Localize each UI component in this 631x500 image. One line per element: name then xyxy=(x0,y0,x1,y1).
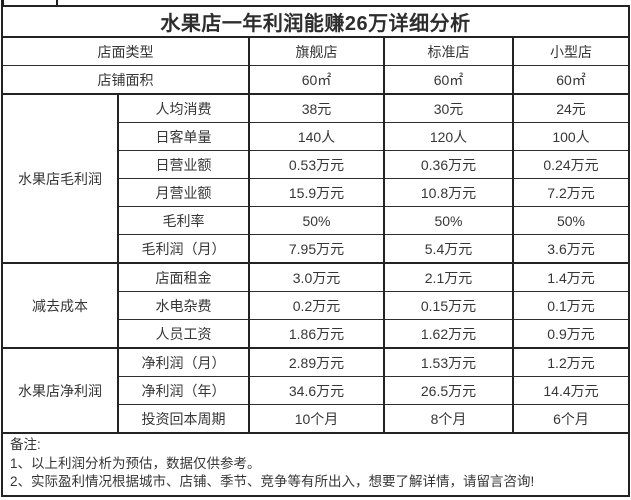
value-cell: 0.2万元 xyxy=(248,291,385,320)
value-cell: 120人 xyxy=(383,122,514,151)
table-row-net-profit-year: 净利润（年） 34.6万元 26.5万元 14.4万元 xyxy=(2,376,631,405)
group-cell-costs: 减去成本 xyxy=(1,262,119,349)
value-cell: 30元 xyxy=(383,93,514,123)
value-cell: 1.2万元 xyxy=(511,347,631,377)
value-cell: 50% xyxy=(511,206,631,235)
table-row-utilities: 水电杂费 0.2万元 0.15万元 0.1万元 xyxy=(2,291,631,320)
table-row-staff-wages: 人员工资 1.86万元 1.62万元 0.9万元 xyxy=(2,319,631,349)
value-cell: 60㎡ xyxy=(383,65,514,95)
value-cell: 60㎡ xyxy=(511,65,631,95)
table-row-avg-spend: 水果店毛利润 人均消费 38元 30元 24元 xyxy=(1,93,631,264)
value-cell: 50% xyxy=(383,206,514,235)
value-cell: 1.4万元 xyxy=(511,262,631,292)
value-cell: 100人 xyxy=(511,122,631,151)
metric-label: 毛利率 xyxy=(117,206,250,235)
metric-label: 毛利润（月） xyxy=(117,234,250,264)
table-row-daily-revenue: 日营业额 0.53万元 0.36万元 0.24万元 xyxy=(2,150,631,179)
store-type-label: 店面类型 xyxy=(1,36,250,66)
value-cell: 38元 xyxy=(248,93,385,123)
value-cell: 8个月 xyxy=(383,404,514,434)
notes-heading: 备注: xyxy=(10,437,41,452)
value-cell: 0.24万元 xyxy=(511,150,631,179)
crop-artifact-tick xyxy=(1,0,4,5)
profit-analysis-table: 水果店一年利润能赚26万详细分析 店面类型 旗舰店 标准店 小型店 店铺面积 6… xyxy=(0,5,631,497)
crop-artifact-tick xyxy=(56,0,58,5)
value-cell: 6个月 xyxy=(511,404,631,434)
value-cell: 50% xyxy=(248,206,385,235)
value-cell: 5.4万元 xyxy=(383,234,514,264)
value-cell: 14.4万元 xyxy=(511,376,631,405)
store-header-small: 小型店 xyxy=(511,36,631,66)
store-area-label: 店铺面积 xyxy=(1,65,250,95)
value-cell: 0.53万元 xyxy=(248,150,385,179)
notes-row: 备注: 1、以上利润分析为预估，数据仅供参考。 2、实际盈利情况根据城市、店铺、… xyxy=(0,432,631,497)
value-cell: 0.1万元 xyxy=(511,291,631,320)
value-cell: 24元 xyxy=(511,93,631,123)
value-cell: 2.89万元 xyxy=(248,347,385,377)
value-cell: 1.86万元 xyxy=(248,319,385,349)
page-title: 水果店一年利润能赚26万详细分析 xyxy=(0,5,631,38)
value-cell: 1.53万元 xyxy=(383,347,514,377)
value-cell: 0.9万元 xyxy=(511,319,631,349)
metric-label: 投资回本周期 xyxy=(117,404,250,434)
group-cell-gross-profit: 水果店毛利润 xyxy=(1,93,119,264)
store-type-row: 店面类型 旗舰店 标准店 小型店 xyxy=(1,36,631,66)
store-header-standard: 标准店 xyxy=(383,36,514,66)
title-row: 水果店一年利润能赚26万详细分析 xyxy=(0,5,631,38)
table-row-net-profit-month: 水果店净利润 净利润（月） 2.89万元 1.53万元 1.2万元 xyxy=(1,347,631,434)
group-cell-net-profit: 水果店净利润 xyxy=(1,347,119,434)
value-cell: 3.6万元 xyxy=(511,234,631,264)
table-row-gross-margin: 毛利率 50% 50% 50% xyxy=(2,206,631,235)
value-cell: 0.15万元 xyxy=(383,291,514,320)
metric-label: 店面租金 xyxy=(117,262,250,292)
table-row-monthly-revenue: 月营业额 15.9万元 10.8万元 7.2万元 xyxy=(2,178,631,207)
metric-label: 人员工资 xyxy=(117,319,250,349)
store-header-flagship: 旗舰店 xyxy=(248,36,385,66)
value-cell: 15.9万元 xyxy=(248,178,385,207)
value-cell: 1.62万元 xyxy=(383,319,514,349)
metric-label: 月营业额 xyxy=(117,178,250,207)
metric-label: 人均消费 xyxy=(117,93,250,123)
table-row-gross-profit-month: 毛利润（月） 7.95万元 5.4万元 3.6万元 xyxy=(2,234,631,264)
metric-label: 日客单量 xyxy=(117,122,250,151)
note-line-2: 2、实际盈利情况根据城市、店铺、季节、竞争等有所出入，想要了解详情，请留言咨询! xyxy=(10,474,535,489)
value-cell: 34.6万元 xyxy=(248,376,385,405)
table-row-payback-period: 投资回本周期 10个月 8个月 6个月 xyxy=(2,404,631,434)
value-cell: 140人 xyxy=(248,122,385,151)
value-cell: 10个月 xyxy=(248,404,385,434)
value-cell: 60㎡ xyxy=(248,65,385,95)
value-cell: 2.1万元 xyxy=(383,262,514,292)
note-line-1: 1、以上利润分析为预估，数据仅供参考。 xyxy=(10,455,261,471)
metric-label: 日营业额 xyxy=(117,150,250,179)
value-cell: 10.8万元 xyxy=(383,178,514,207)
metric-label: 净利润（月） xyxy=(117,347,250,377)
metric-label: 净利润（年） xyxy=(117,376,250,405)
value-cell: 7.2万元 xyxy=(511,178,631,207)
value-cell: 26.5万元 xyxy=(383,376,514,405)
metric-label: 水电杂费 xyxy=(117,291,250,320)
value-cell: 7.95万元 xyxy=(248,234,385,264)
notes-cell: 备注: 1、以上利润分析为预估，数据仅供参考。 2、实际盈利情况根据城市、店铺、… xyxy=(0,432,631,497)
store-area-row: 店铺面积 60㎡ 60㎡ 60㎡ xyxy=(1,65,631,95)
table-row-rent: 减去成本 店面租金 3.0万元 2.1万元 1.4万元 xyxy=(1,262,631,349)
value-cell: 0.36万元 xyxy=(383,150,514,179)
value-cell: 3.0万元 xyxy=(248,262,385,292)
